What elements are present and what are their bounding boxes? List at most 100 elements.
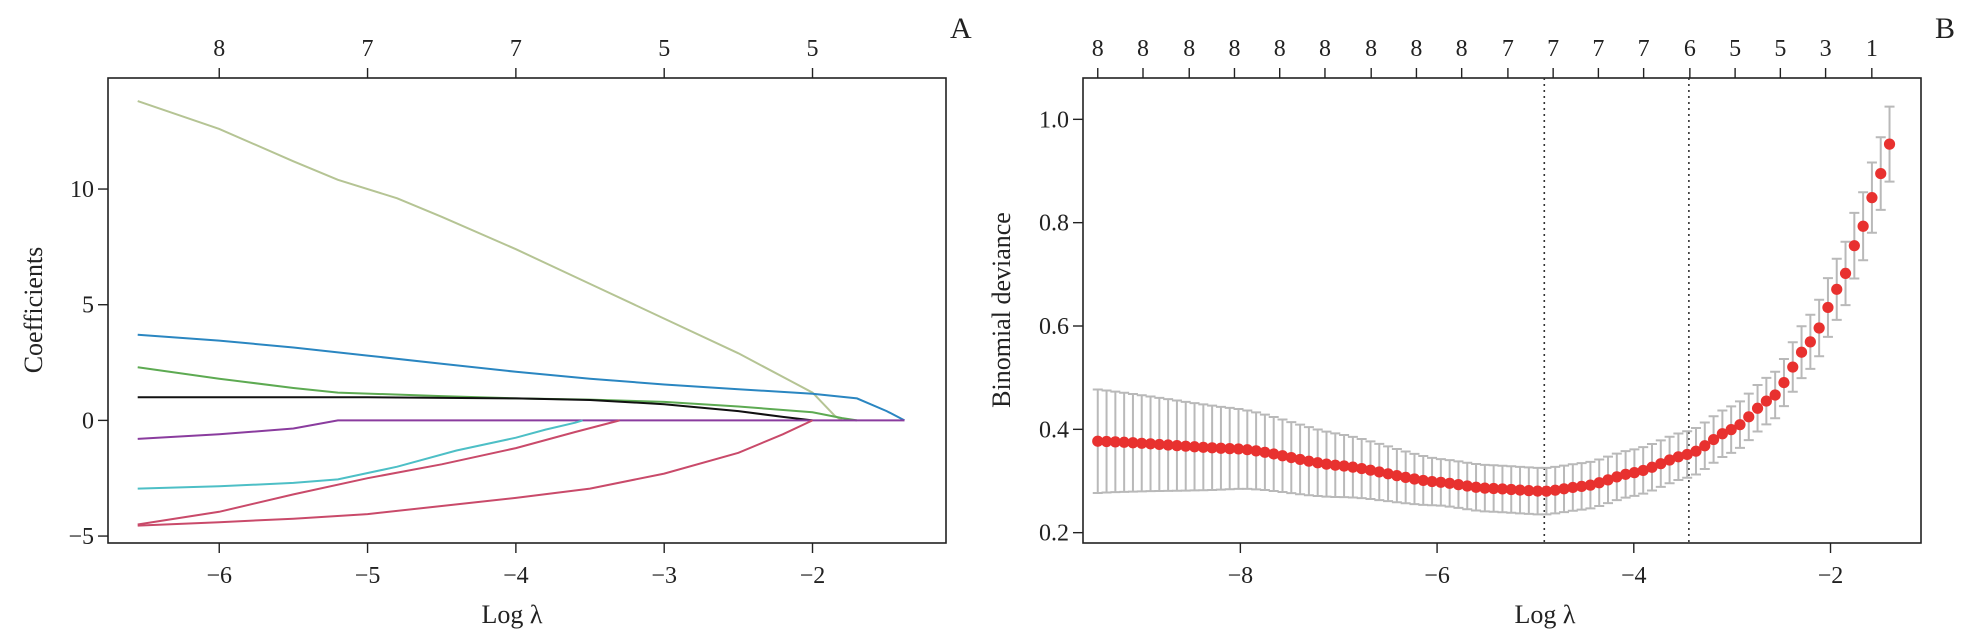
panel-a-xtick-label-3: −3 bbox=[651, 563, 677, 589]
deviance-point-28 bbox=[1338, 460, 1350, 472]
coefficient-line-2 bbox=[137, 333, 905, 422]
coefficient-path-panel: −6 −5 −4 −3 −2 −5 0 5 10 8 7 7 5 5 Log λ Coefficien… bbox=[19, 12, 972, 629]
deviance-point-48 bbox=[1514, 484, 1526, 496]
deviance-point-68 bbox=[1690, 445, 1702, 457]
deviance-point-45 bbox=[1488, 482, 1500, 495]
panel-b-toptick-label-12: 7 bbox=[1638, 36, 1650, 62]
panel-b-ytick-label-0: 0.2 bbox=[1039, 521, 1069, 547]
cross-validation-panel: −8 −6 −4 −2 0.2 0.4 0.6 0.8 1.0 8 8 8 8 8 8 8 8 8 7 7 7 7 6 5… bbox=[987, 12, 1955, 629]
panel-a-ytick-label-3: 10 bbox=[70, 177, 94, 203]
deviance-point-6 bbox=[1144, 438, 1157, 450]
panel-b-ytick-label-4: 1.0 bbox=[1039, 107, 1069, 133]
deviance-point-34 bbox=[1391, 470, 1403, 482]
deviance-point-39 bbox=[1435, 476, 1447, 488]
panel-b-xlabel: Log λ bbox=[1515, 600, 1576, 629]
deviance-point-64 bbox=[1655, 458, 1667, 470]
panel-a-ytick-label-1: 0 bbox=[82, 408, 94, 434]
coefficient-line-7 bbox=[137, 419, 620, 526]
panel-b-y-axis: 0.2 0.4 0.6 0.8 1.0 bbox=[1039, 107, 1083, 547]
deviance-point-26 bbox=[1320, 458, 1333, 470]
panel-b-xtick-label-1: −6 bbox=[1424, 563, 1450, 589]
panel-b-ytick-label-2: 0.6 bbox=[1039, 314, 1069, 340]
deviance-point-11 bbox=[1188, 441, 1201, 453]
deviance-point-52 bbox=[1549, 484, 1561, 496]
panel-b-toptick-label-1: 8 bbox=[1137, 36, 1149, 62]
deviance-point-21 bbox=[1276, 450, 1289, 462]
deviance-point-37 bbox=[1417, 474, 1429, 487]
panel-a-toptick-label-4: 5 bbox=[807, 36, 819, 62]
deviance-point-82 bbox=[1813, 322, 1825, 334]
deviance-points bbox=[1092, 138, 1896, 497]
panel-b-xtick-label-3: −2 bbox=[1818, 563, 1844, 589]
deviance-point-19 bbox=[1259, 446, 1271, 458]
panel-b-toptick-label-5: 8 bbox=[1319, 36, 1331, 62]
panel-a-letter: A bbox=[950, 12, 972, 45]
panel-a-xtick-label-4: −2 bbox=[800, 563, 826, 589]
deviance-point-84 bbox=[1831, 283, 1843, 295]
panel-b-toptick-label-14: 5 bbox=[1729, 36, 1741, 62]
panel-b-toptick-label-9: 7 bbox=[1502, 36, 1514, 62]
panel-a-top-axis: 8 7 7 5 5 bbox=[213, 36, 819, 78]
panel-b-ytick-label-3: 0.8 bbox=[1039, 211, 1069, 237]
deviance-point-43 bbox=[1470, 481, 1482, 493]
deviance-point-85 bbox=[1839, 267, 1852, 280]
deviance-point-42 bbox=[1461, 480, 1473, 492]
deviance-point-55 bbox=[1576, 480, 1588, 493]
deviance-point-18 bbox=[1250, 445, 1262, 457]
panel-a-frame bbox=[107, 77, 947, 544]
deviance-point-13 bbox=[1206, 442, 1218, 454]
deviance-point-4 bbox=[1127, 437, 1139, 449]
deviance-point-54 bbox=[1567, 481, 1579, 494]
coefficient-line-5 bbox=[137, 419, 905, 440]
deviance-point-65 bbox=[1663, 454, 1676, 466]
deviance-point-87 bbox=[1857, 220, 1869, 232]
deviance-point-51 bbox=[1540, 485, 1553, 497]
deviance-point-14 bbox=[1215, 442, 1227, 454]
deviance-point-5 bbox=[1136, 437, 1148, 449]
panel-b-toptick-label-13: 6 bbox=[1684, 36, 1696, 62]
deviance-point-12 bbox=[1197, 441, 1209, 453]
deviance-point-46 bbox=[1496, 483, 1509, 495]
coefficient-line-1 bbox=[137, 100, 843, 422]
panel-a-ylabel: Coefficients bbox=[19, 247, 48, 374]
deviance-point-73 bbox=[1734, 419, 1746, 431]
deviance-point-89 bbox=[1875, 167, 1887, 180]
deviance-point-76 bbox=[1760, 395, 1772, 407]
panel-a-toptick-label-2: 7 bbox=[510, 36, 522, 62]
deviance-point-62 bbox=[1637, 464, 1649, 477]
panel-b-frame bbox=[1082, 77, 1922, 544]
deviance-point-31 bbox=[1364, 464, 1377, 476]
panel-b-xtick-label-2: −4 bbox=[1621, 563, 1647, 589]
panel-b-toptick-label-8: 8 bbox=[1456, 36, 1468, 62]
deviance-point-50 bbox=[1532, 485, 1544, 497]
panel-a-toptick-label-1: 7 bbox=[362, 36, 374, 62]
deviance-point-38 bbox=[1426, 475, 1438, 488]
deviance-point-75 bbox=[1751, 402, 1764, 414]
panel-b-toptick-label-2: 8 bbox=[1183, 36, 1195, 62]
panel-b-toptick-label-7: 8 bbox=[1410, 36, 1422, 62]
coefficient-line-6 bbox=[137, 419, 583, 490]
deviance-point-56 bbox=[1584, 479, 1597, 491]
panel-b-x-axis: −8 −6 −4 −2 bbox=[1228, 543, 1844, 589]
deviance-point-44 bbox=[1479, 482, 1491, 494]
deviance-point-35 bbox=[1400, 471, 1412, 484]
deviance-point-69 bbox=[1699, 440, 1711, 452]
deviance-point-25 bbox=[1312, 457, 1324, 469]
deviance-point-67 bbox=[1681, 448, 1693, 461]
coefficient-path-lines bbox=[137, 100, 905, 527]
deviance-point-83 bbox=[1822, 301, 1834, 314]
panel-b-toptick-label-17: 1 bbox=[1866, 36, 1878, 62]
panel-b-top-axis: 8 8 8 8 8 8 8 8 8 7 7 7 7 6 5 5 3 1 bbox=[1092, 36, 1878, 78]
panel-b-toptick-label-3: 8 bbox=[1228, 36, 1240, 62]
deviance-point-2 bbox=[1109, 436, 1121, 448]
coefficient-line-4 bbox=[137, 396, 813, 422]
deviance-point-9 bbox=[1171, 440, 1183, 452]
deviance-point-1 bbox=[1100, 435, 1113, 448]
panel-b-toptick-label-16: 3 bbox=[1820, 36, 1832, 62]
panel-a-x-axis: −6 −5 −4 −3 −2 bbox=[206, 543, 825, 589]
deviance-point-74 bbox=[1743, 411, 1755, 423]
deviance-point-70 bbox=[1707, 433, 1720, 446]
panel-a-ytick-label-2: 5 bbox=[82, 293, 94, 319]
panel-a-xlabel: Log λ bbox=[482, 600, 543, 629]
